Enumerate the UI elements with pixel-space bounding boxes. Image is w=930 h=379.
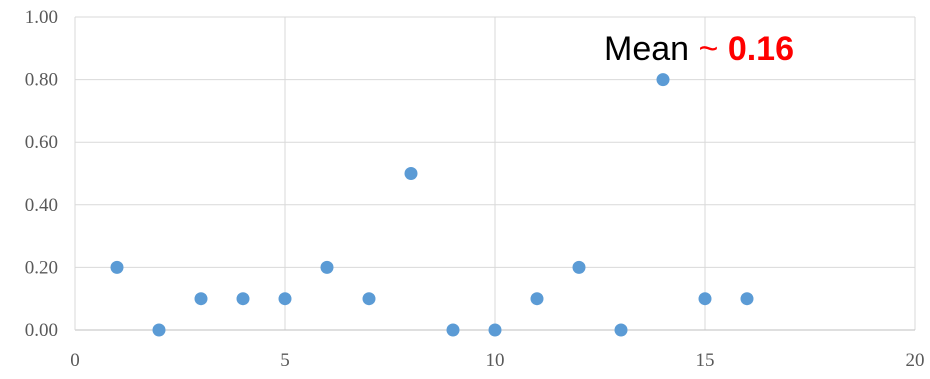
data-point: [698, 292, 712, 306]
data-point: [236, 292, 250, 306]
y-tick-label: 0.80: [25, 70, 58, 91]
grid-lines: [75, 16, 916, 330]
data-point: [530, 292, 544, 306]
data-point: [656, 73, 670, 87]
mean-annotation-tilde: ~: [698, 30, 719, 68]
data-point: [194, 292, 208, 306]
data-point: [320, 260, 334, 274]
mean-annotation: Mean ~ 0.16: [604, 32, 794, 66]
x-tick-label: 0: [70, 350, 80, 371]
data-point: [404, 167, 418, 180]
x-tick-label: 20: [906, 350, 925, 371]
x-tick-label: 5: [280, 350, 290, 371]
y-tick-label: 0.40: [25, 195, 58, 216]
x-tick-labels: 0 5 10 15 20: [70, 350, 924, 371]
y-tick-labels: 0.00 0.20 0.40 0.60 0.80 1.00: [25, 7, 58, 341]
mean-annotation-value: 0.16: [727, 30, 795, 68]
data-points: [110, 73, 754, 337]
data-point: [362, 292, 376, 306]
data-point: [278, 292, 292, 306]
data-point: [614, 323, 628, 337]
mean-annotation-prefix: Mean: [604, 30, 690, 68]
y-tick-label: 0.00: [25, 320, 58, 341]
x-tick-label: 10: [486, 350, 505, 371]
data-point: [488, 323, 502, 337]
x-tick-label: 15: [696, 350, 715, 371]
y-tick-label: 0.20: [25, 257, 58, 278]
data-point: [572, 260, 586, 274]
data-point: [740, 292, 754, 306]
data-point: [152, 323, 166, 337]
data-point: [446, 323, 460, 337]
data-point: [110, 260, 124, 274]
y-tick-label: 1.00: [25, 7, 58, 28]
y-tick-label: 0.60: [25, 132, 58, 153]
